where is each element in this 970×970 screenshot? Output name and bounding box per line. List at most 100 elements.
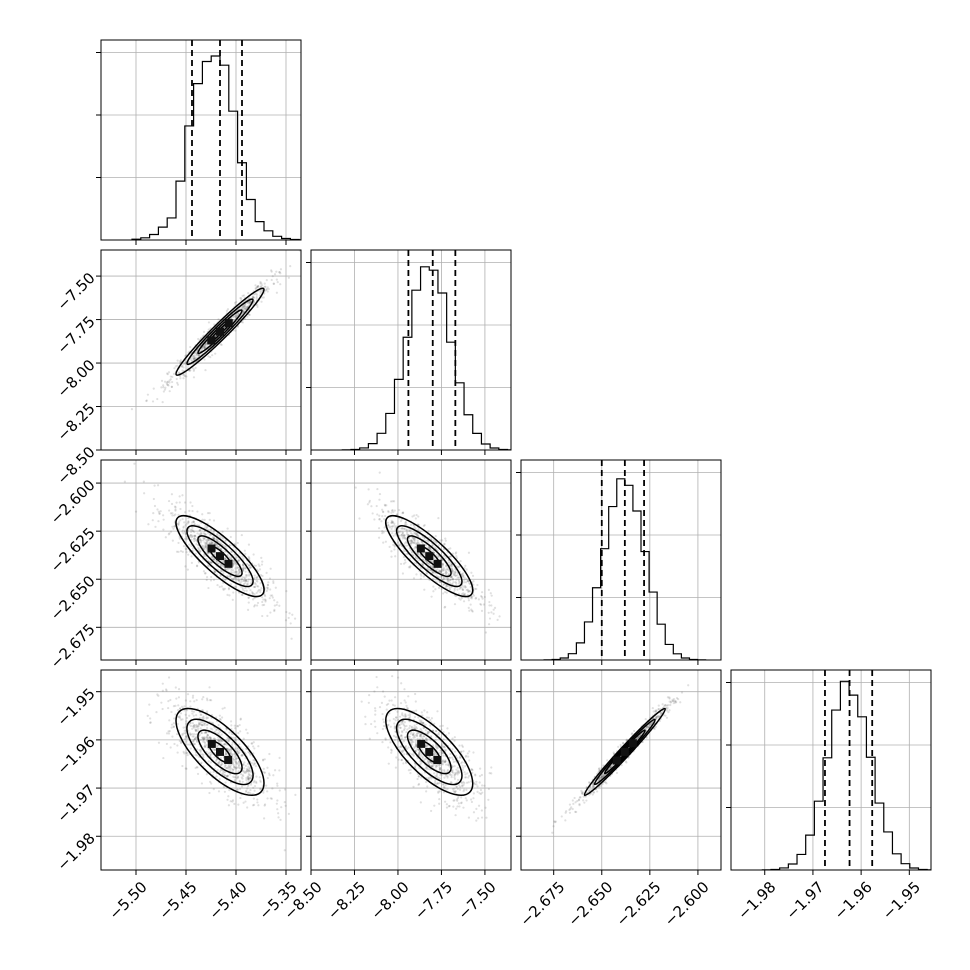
scatter-point — [246, 775, 249, 778]
scatter-point — [244, 582, 247, 585]
scatter-point — [418, 752, 421, 755]
scatter-point — [553, 821, 557, 824]
scatter-point — [399, 715, 402, 718]
scatter-point — [451, 788, 455, 791]
scatter-point — [216, 761, 219, 765]
scatter-point — [182, 525, 185, 528]
scatter-point — [466, 752, 469, 755]
scatter-point — [190, 357, 193, 360]
scatter-point — [393, 738, 397, 742]
scatter-point — [585, 791, 588, 794]
scatter-point — [275, 802, 278, 805]
scatter-point — [391, 509, 394, 512]
scatter-point — [205, 542, 208, 545]
scatter-point — [184, 565, 187, 568]
panel-frame — [100, 459, 302, 661]
scatter-point — [244, 307, 247, 311]
scatter-point — [263, 804, 266, 807]
scatter-point — [392, 717, 395, 721]
scatter-point — [247, 601, 250, 604]
scatter-point — [213, 537, 216, 540]
scatter-point — [460, 750, 463, 753]
scatter-point — [390, 527, 393, 530]
scatter-point — [256, 575, 259, 578]
scatter-point — [219, 769, 222, 772]
scatter-point — [234, 314, 237, 317]
scatter-point — [391, 532, 394, 535]
scatter-point — [466, 588, 469, 591]
scatter-point — [391, 525, 394, 528]
scatter-point — [261, 296, 264, 299]
scatter-point — [244, 307, 247, 310]
scatter-point — [174, 704, 177, 707]
scatter-point — [153, 504, 157, 508]
scatter-point — [403, 533, 406, 537]
scatter-point — [444, 774, 448, 777]
scatter-point — [198, 538, 201, 541]
scatter-point — [207, 355, 210, 358]
scatter-point — [378, 498, 381, 501]
scatter-point — [246, 732, 249, 735]
scatter-point — [202, 330, 206, 333]
scatter-point — [191, 534, 194, 537]
scatter-point — [412, 754, 415, 757]
scatter-point — [187, 517, 190, 520]
scatter-point — [441, 762, 444, 765]
scatter-point — [201, 724, 204, 727]
scatter-point — [645, 726, 648, 729]
scatter-point — [208, 686, 211, 689]
scatter-point — [252, 797, 255, 800]
scatter-point — [271, 596, 274, 599]
scatter-point — [446, 763, 450, 766]
scatter-point — [272, 282, 276, 285]
scatter-point — [414, 545, 417, 549]
scatter-point — [422, 575, 425, 578]
scatter-point — [393, 522, 396, 525]
scatter-point — [419, 733, 422, 736]
scatter-point — [192, 355, 195, 358]
scatter-point — [479, 767, 482, 770]
scatter-point — [246, 784, 250, 788]
scatter-point — [226, 775, 229, 778]
scatter-point — [256, 801, 259, 804]
scatter-point — [227, 748, 231, 752]
scatter-point — [466, 580, 470, 583]
scatter-point — [434, 738, 437, 742]
scatter-point — [184, 767, 187, 770]
scatter-point — [198, 537, 202, 540]
scatter-point — [381, 727, 384, 731]
scatter-point — [438, 576, 441, 579]
scatter-point — [417, 534, 420, 538]
scatter-point — [194, 351, 197, 354]
scatter-point — [210, 541, 214, 545]
scatter-point — [460, 801, 463, 804]
scatter-point — [241, 777, 244, 780]
scatter-point — [390, 699, 393, 702]
scatter-point — [415, 725, 418, 729]
scatter-point — [219, 563, 222, 567]
scatter-point — [248, 767, 251, 770]
scatter-point — [437, 575, 440, 579]
scatter-point — [444, 763, 448, 766]
scatter-point — [490, 611, 493, 614]
scatter-point — [194, 753, 197, 756]
scatter-point — [434, 779, 437, 782]
scatter-point — [487, 798, 490, 801]
scatter-point — [232, 319, 235, 322]
scatter-point — [416, 737, 419, 740]
scatter-point — [402, 722, 405, 725]
scatter-point — [201, 716, 204, 720]
scatter-point — [188, 535, 191, 538]
scatter-point — [183, 752, 186, 755]
scatter-point — [416, 748, 419, 751]
scatter-point — [219, 738, 223, 741]
scatter-point — [437, 776, 440, 779]
scatter-point — [434, 751, 437, 754]
scatter-point — [451, 737, 454, 740]
scatter-point — [235, 578, 238, 581]
scatter-point — [217, 739, 221, 743]
scatter-point — [441, 563, 444, 566]
scatter-point — [213, 323, 216, 326]
scatter-point — [214, 759, 218, 762]
scatter-point — [431, 765, 434, 768]
